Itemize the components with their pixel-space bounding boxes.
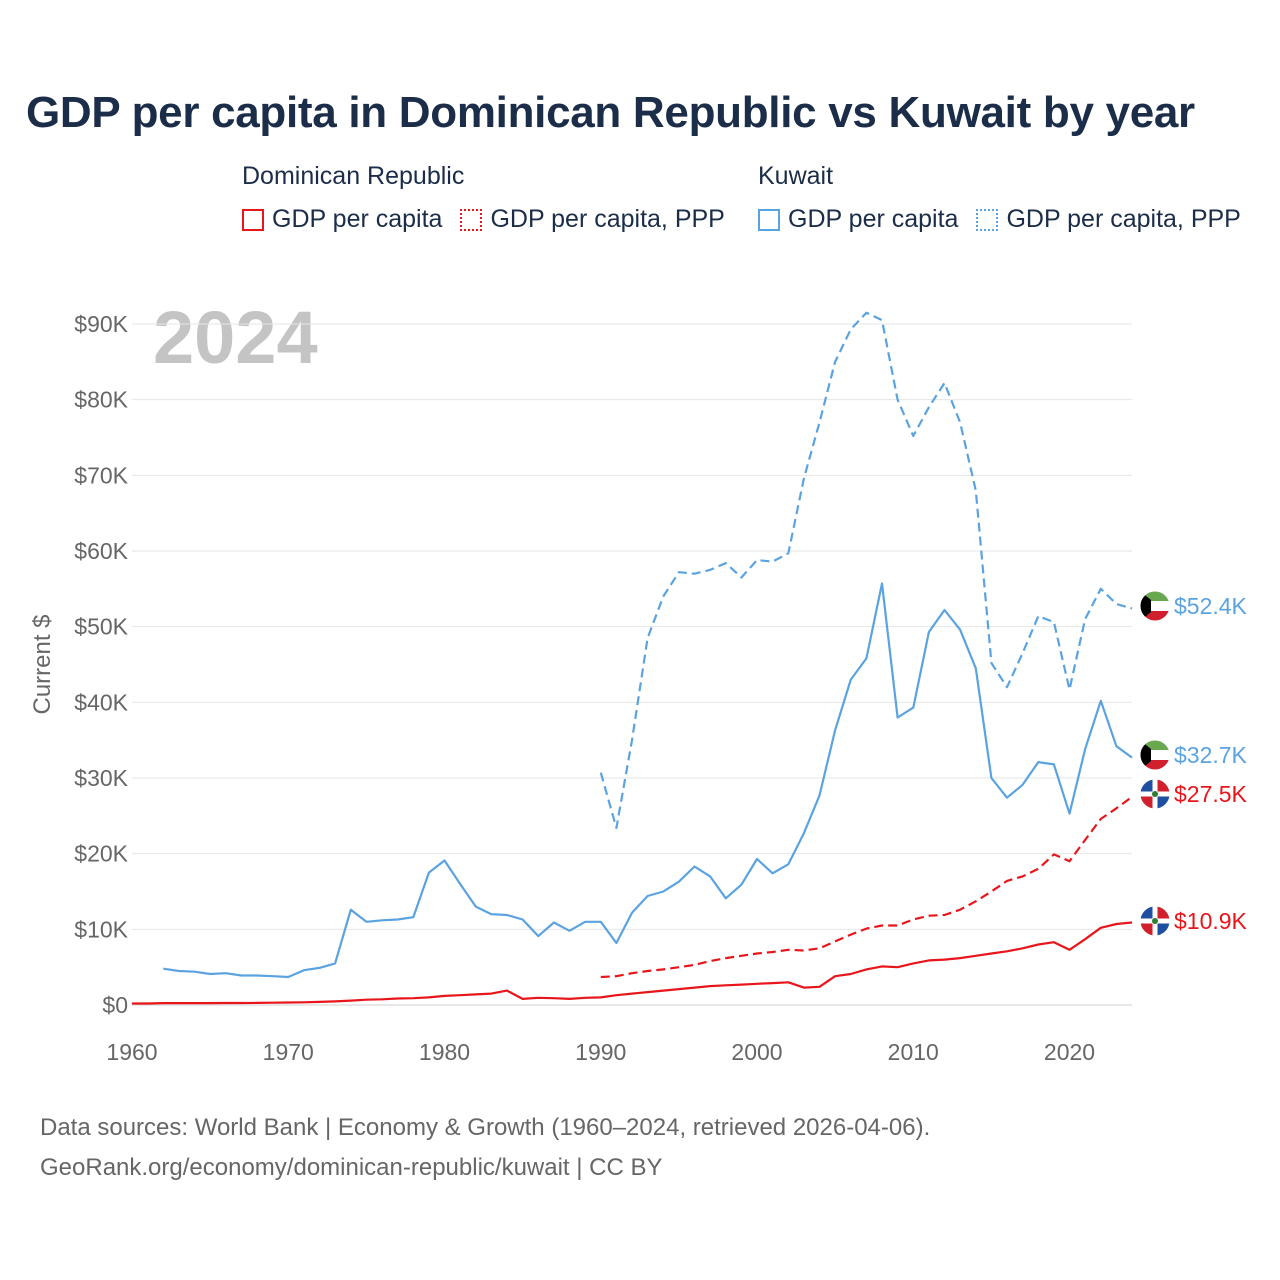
source-note: Data sources: World Bank | Economy & Gro…: [40, 1108, 930, 1188]
x-tick-label: 1990: [575, 1039, 626, 1065]
series-end-label: $27.5K: [1174, 781, 1248, 807]
legend-item-dr-gdp-ppp[interactable]: GDP per capita, PPP: [460, 205, 725, 234]
flag-stripe-green: [1140, 740, 1170, 750]
flag-stripe-red: [1140, 760, 1170, 770]
legend-group-title: Dominican Republic: [242, 162, 465, 190]
flag-emblem: [1152, 791, 1158, 797]
x-tick-label: 2000: [731, 1039, 782, 1065]
flag-quarter: [1140, 906, 1153, 919]
year-watermark: 2024: [153, 296, 318, 379]
legend-item-label: GDP per capita: [272, 205, 443, 233]
flag-fill: [1140, 591, 1170, 621]
flag-border: [1139, 739, 1171, 771]
legend-item-label: GDP per capita: [788, 205, 959, 233]
chart-title: GDP per capita in Dominican Republic vs …: [26, 88, 1195, 137]
y-tick-label: $40K: [74, 689, 128, 715]
y-tick-label: $50K: [74, 614, 128, 640]
flag-icon-dominican-republic: [1139, 905, 1171, 937]
x-tick-label: 1960: [106, 1039, 157, 1065]
legend-group-dominican-republic: Dominican Republic GDP per capita GDP pe…: [242, 162, 743, 234]
legend-item-label: GDP per capita, PPP: [1006, 205, 1241, 233]
flag-fill: [1140, 779, 1170, 809]
flag-quarter: [1140, 779, 1153, 792]
series-end-label: $52.4K: [1174, 593, 1248, 619]
flag-emblem: [1152, 918, 1158, 924]
y-tick-label: $90K: [74, 311, 128, 337]
x-tick-label: 2010: [888, 1039, 939, 1065]
legend-item-kw-gdp[interactable]: GDP per capita: [758, 205, 958, 234]
legend-item-dr-gdp[interactable]: GDP per capita: [242, 205, 442, 234]
y-axis-title: Current $: [29, 614, 56, 714]
flag-quarter: [1140, 796, 1153, 809]
y-tick-label: $10K: [74, 916, 128, 942]
y-tick-label: $80K: [74, 387, 128, 413]
flag-border: [1139, 590, 1171, 622]
series-line-dominican-republic-gdp-per-capita-ppp: [600, 796, 1133, 979]
flag-quarter: [1157, 796, 1170, 809]
flag-quarter: [1157, 906, 1170, 919]
y-tick-label: $0: [102, 992, 128, 1018]
flag-trapezoid: [1140, 740, 1151, 770]
flag-fill: [1140, 740, 1170, 770]
legend-group-title: Kuwait: [758, 162, 834, 190]
flag-quarter: [1157, 779, 1170, 792]
legend-group-kuwait: Kuwait GDP per capita GDP per capita, PP…: [758, 162, 1259, 234]
y-tick-label: $20K: [74, 841, 128, 867]
legend-swatch-solid: [758, 208, 780, 231]
flag-trapezoid: [1140, 591, 1151, 621]
legend-item-kw-gdp-ppp[interactable]: GDP per capita, PPP: [976, 205, 1241, 234]
flag-icon-kuwait: [1139, 590, 1171, 622]
legend-swatch-solid: [242, 208, 264, 231]
flag-stripe-red: [1140, 611, 1170, 621]
flag-stripe-green: [1140, 591, 1170, 601]
flag-border: [1139, 778, 1171, 810]
flag-border: [1139, 905, 1171, 937]
flag-quarter: [1140, 923, 1153, 936]
source-line-1: Data sources: World Bank | Economy & Gro…: [40, 1114, 931, 1141]
source-line-2[interactable]: GeoRank.org/economy/dominican-republic/k…: [40, 1154, 663, 1181]
flag-stripe-white: [1140, 601, 1170, 611]
y-tick-label: $60K: [74, 538, 128, 564]
series-line-kuwait-gdp-per-capita: [163, 582, 1133, 979]
flag-stripe-white: [1140, 750, 1170, 760]
series-end-label: $10.9K: [1174, 908, 1248, 934]
legend-swatch-dotted: [460, 208, 483, 231]
flag-quarter: [1157, 923, 1170, 936]
series-line-dominican-republic-gdp-per-capita: [132, 921, 1133, 1005]
series-end-label: $32.7K: [1174, 742, 1248, 768]
x-tick-label: 2020: [1044, 1039, 1095, 1065]
legend-swatch-dotted: [976, 208, 999, 231]
x-tick-label: 1980: [419, 1039, 470, 1065]
flag-fill: [1140, 906, 1170, 936]
legend-item-label: GDP per capita, PPP: [490, 205, 725, 233]
x-tick-label: 1970: [263, 1039, 314, 1065]
y-tick-label: $70K: [74, 462, 128, 488]
y-tick-label: $30K: [74, 765, 128, 791]
flag-icon-kuwait: [1139, 739, 1171, 771]
series-line-kuwait-gdp-per-capita-ppp: [599, 311, 1133, 830]
flag-icon-dominican-republic: [1139, 778, 1171, 810]
